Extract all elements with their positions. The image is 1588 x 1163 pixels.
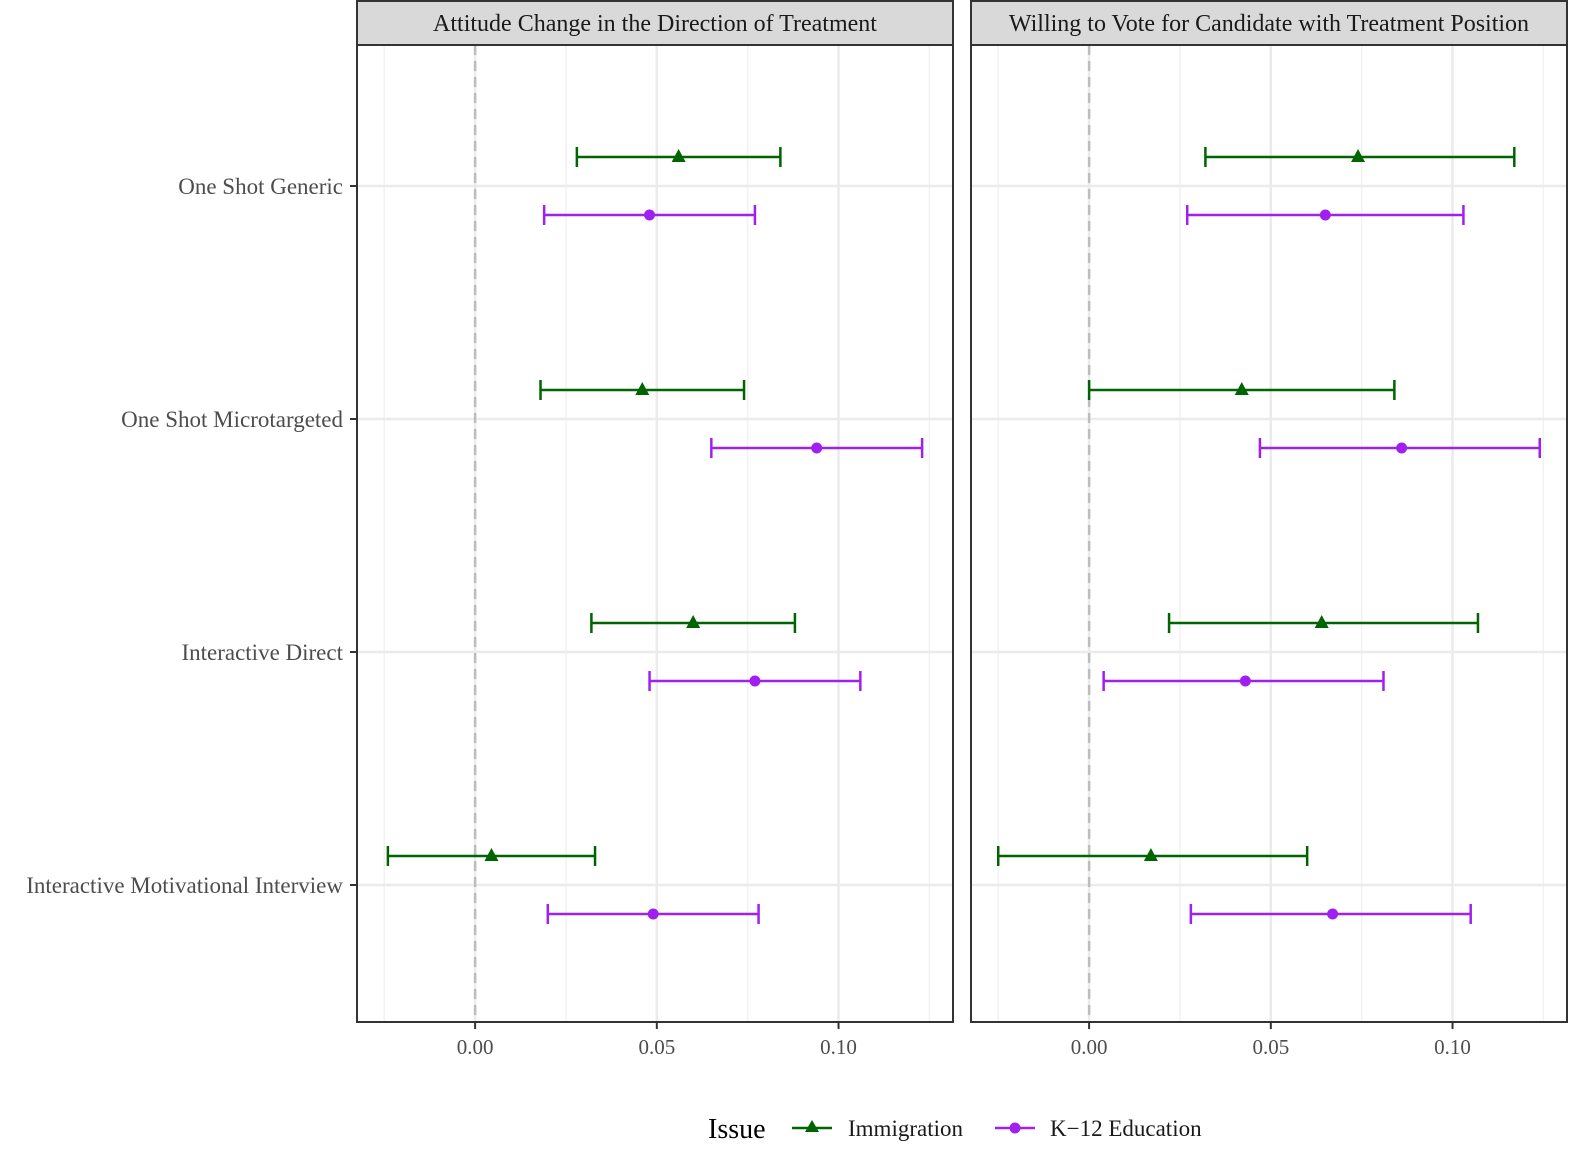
panel-2-strip [970,0,1568,46]
point-estimate-marker [686,615,701,628]
panel-2-errorbar-immigration-2 [1087,380,1396,400]
legend: Issue Immigration K−12 Education [708,1114,1202,1145]
panel-1-strip [356,0,954,46]
y-tick-label-one-shot-generic: One Shot Generic [178,174,343,199]
point-estimate-marker [749,675,761,687]
y-tick-label-interactive-direct: Interactive Direct [181,640,343,665]
point-estimate-marker [1319,209,1331,221]
panel-1-errorbar-k-12-education-3 [648,671,862,691]
point-estimate-marker [1351,149,1366,162]
panel-2-title: Willing to Vote for Candidate with Treat… [1009,11,1529,37]
panel-1-x-tick-label: 0.00 [457,1035,494,1059]
panel-1: Attitude Change in the Direction of Trea… [356,0,954,1059]
panel-1-background [357,45,953,1022]
panel-1-title: Attitude Change in the Direction of Trea… [433,11,877,37]
legend-item-k12-education: K−12 Education [995,1116,1202,1141]
panel-2-x-tick-label: 0.05 [1252,1035,1289,1059]
panel-2-errorbar-immigration-1 [1204,147,1516,167]
panel-1-x-tick-label: 0.10 [820,1035,857,1059]
panel-1-x-tick-label: 0.05 [638,1035,675,1059]
legend-key-marker-immigration [805,1120,819,1132]
point-estimate-marker [635,382,650,395]
panel-1-errorbar-immigration-4 [386,846,597,866]
point-estimate-marker [1143,848,1158,861]
panel-1-errorbar-immigration-3 [590,613,797,633]
panel-2-errorbar-k-12-education-4 [1189,904,1472,924]
legend-title: Issue [708,1114,766,1145]
panel-2-x-tick-label: 0.10 [1434,1035,1471,1059]
legend-label-k12-education: K−12 Education [1050,1116,1202,1141]
panel-1-errorbar-immigration-1 [575,147,782,167]
panel-2-errorbar-immigration-3 [1167,613,1480,633]
point-estimate-marker [644,209,656,221]
point-estimate-marker [811,442,823,454]
panel-2-errorbar-k-12-education-1 [1185,205,1465,225]
panel-2-background [971,45,1567,1022]
legend-label-immigration: Immigration [848,1116,963,1141]
panel-2: Willing to Vote for Candidate with Treat… [970,0,1568,1059]
panel-1-errorbar-k-12-education-4 [546,904,760,924]
panel-2-errorbar-k-12-education-2 [1258,438,1541,458]
chart-panels: Attitude Change in the Direction of Trea… [356,0,1568,1059]
y-axis: One Shot Generic One Shot Microtargeted In… [26,174,357,898]
panel-1-errorbar-immigration-2 [539,380,746,400]
panel-2-x-tick-label: 0.00 [1071,1035,1108,1059]
point-estimate-marker [1396,442,1408,454]
legend-key-marker-k12-education [1009,1122,1021,1134]
point-estimate-marker [647,908,659,920]
panel-1-errorbar-k-12-education-2 [710,438,924,458]
legend-item-immigration: Immigration [792,1116,963,1141]
point-estimate-marker [1327,908,1339,920]
point-estimate-marker [1314,615,1329,628]
point-estimate-marker [1234,382,1249,395]
point-estimate-marker [1239,675,1251,687]
point-estimate-marker [671,149,686,162]
y-tick-label-one-shot-microtargeted: One Shot Microtargeted [121,407,343,432]
y-tick-label-interactive-motivational-interview: Interactive Motivational Interview [26,873,343,898]
panel-1-errorbar-k-12-education-1 [542,205,757,225]
panel-2-errorbar-immigration-4 [997,846,1309,866]
panel-2-errorbar-k-12-education-3 [1102,671,1385,691]
point-estimate-marker [484,848,499,861]
